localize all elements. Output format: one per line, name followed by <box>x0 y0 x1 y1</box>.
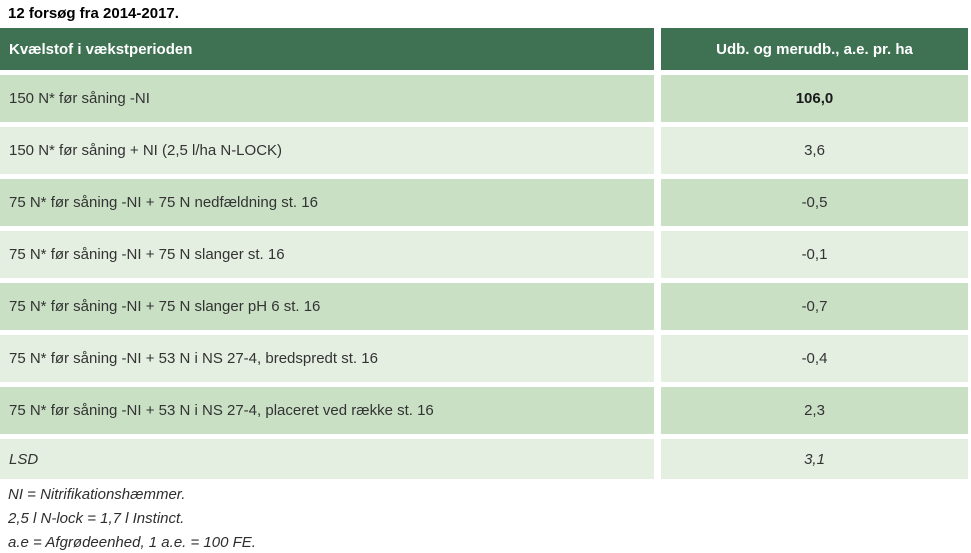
row-value: 3,6 <box>661 127 968 174</box>
row-label: 75 N* før såning -NI + 53 N i NS 27-4, b… <box>0 335 654 382</box>
row-value: -0,4 <box>661 335 968 382</box>
table-row: 75 N* før såning -NI + 75 N nedfældning … <box>0 179 971 226</box>
table-row: 150 N* før såning -NI 106,0 <box>0 75 971 122</box>
header-col-yield: Udb. og merudb., a.e. pr. ha <box>661 28 968 70</box>
footnote: NI = Nitrifikationshæmmer. <box>8 486 186 503</box>
results-table: Kvælstof i vækstperioden Udb. og merudb.… <box>0 28 971 479</box>
footnote: 2,5 l N-lock = 1,7 l Instinct. <box>8 510 185 527</box>
table-row: 75 N* før såning -NI + 53 N i NS 27-4, p… <box>0 387 971 434</box>
row-label: 75 N* før såning -NI + 75 N slanger pH 6… <box>0 283 654 330</box>
row-value: 3,1 <box>661 439 968 479</box>
table-row: 150 N* før såning + NI (2,5 l/ha N-LOCK)… <box>0 127 971 174</box>
row-value: 106,0 <box>661 75 968 122</box>
row-value: -0,5 <box>661 179 968 226</box>
row-label: 150 N* før såning -NI <box>0 75 654 122</box>
row-value: 2,3 <box>661 387 968 434</box>
row-value: -0,1 <box>661 231 968 278</box>
table-row-lsd: LSD 3,1 <box>0 439 971 479</box>
table-header-row: Kvælstof i vækstperioden Udb. og merudb.… <box>0 28 971 70</box>
row-label: LSD <box>0 439 654 479</box>
table-row: 75 N* før såning -NI + 75 N slanger pH 6… <box>0 283 971 330</box>
table-row: 75 N* før såning -NI + 75 N slanger st. … <box>0 231 971 278</box>
row-value: -0,7 <box>661 283 968 330</box>
footnote: a.e = Afgrødeenhed, 1 a.e. = 100 FE. <box>8 534 256 551</box>
row-label: 75 N* før såning -NI + 53 N i NS 27-4, p… <box>0 387 654 434</box>
row-label: 150 N* før såning + NI (2,5 l/ha N-LOCK) <box>0 127 654 174</box>
header-col-treatment: Kvælstof i vækstperioden <box>0 28 654 70</box>
row-label: 75 N* før såning -NI + 75 N nedfældning … <box>0 179 654 226</box>
footnotes: NI = Nitrifikationshæmmer. 2,5 l N-lock … <box>0 483 971 553</box>
table-row: 75 N* før såning -NI + 53 N i NS 27-4, b… <box>0 335 971 382</box>
page-title: 12 forsøg fra 2014-2017. <box>8 5 179 22</box>
row-label: 75 N* før såning -NI + 75 N slanger st. … <box>0 231 654 278</box>
